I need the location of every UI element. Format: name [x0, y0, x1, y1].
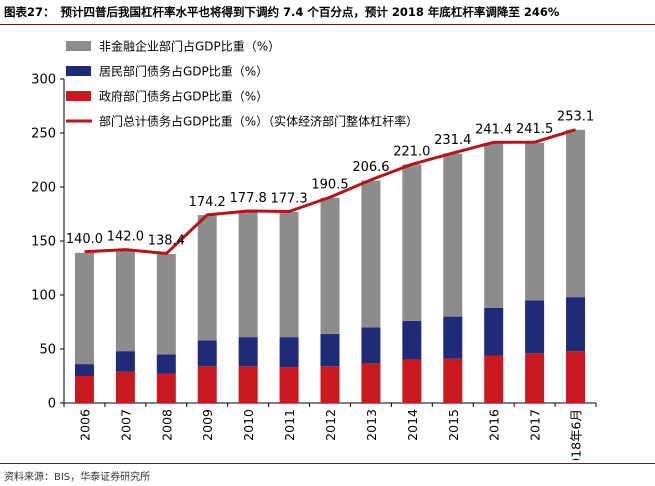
figure-caption: 图表27： 预计四普后我国杠杆率水平也将得到下调约 7.4 个百分点，预计 201… [4, 2, 651, 22]
bar-government [484, 355, 504, 403]
bar-government [115, 371, 135, 403]
legend-swatch-nonfinancial [66, 41, 91, 51]
legend-swatch-government [66, 91, 91, 101]
bar-household [443, 316, 463, 359]
bar-household [197, 340, 217, 367]
x-tick-label: 2008 [159, 409, 174, 441]
data-label: 231.4 [434, 133, 471, 148]
legend-label: 部门总计债务占GDP比重（%）（实体经济部门整体杠杆率） [99, 114, 418, 129]
data-label: 206.6 [352, 160, 389, 175]
data-label: 174.2 [189, 195, 226, 210]
bar-government [74, 376, 94, 403]
bar-government [525, 353, 545, 403]
figure-label: 图表27： [4, 5, 55, 19]
data-label: 253.1 [557, 110, 594, 125]
figure-title: 预计四普后我国杠杆率水平也将得到下调约 7.4 个百分点，预计 2018 年底杠… [60, 5, 560, 19]
x-tick-label: 2012 [323, 409, 338, 441]
data-label: 177.3 [270, 192, 307, 207]
y-tick-label: 200 [31, 181, 56, 196]
x-tick-label: 2006 [77, 409, 92, 441]
source-rule [0, 463, 655, 464]
caption-rule [0, 24, 655, 25]
bar-nonfinancial [361, 180, 381, 328]
bar-government [238, 366, 258, 403]
x-tick-label: 2014 [405, 409, 420, 441]
legend-label: 非金融企业部门占GDP比重（%） [99, 39, 280, 54]
bar-government [197, 366, 217, 403]
bar-nonfinancial [279, 211, 299, 338]
y-tick-label: 0 [48, 397, 56, 412]
x-tick-label: 2011 [282, 409, 297, 441]
bar-nonfinancial [115, 250, 135, 352]
y-tick-label: 100 [31, 289, 56, 304]
bar-government [443, 358, 463, 403]
bar-household [402, 320, 422, 360]
total-line-series [84, 128, 576, 256]
chart-axes: 0 50 100 150 200 250 300 2006 2007 2008 2009 2010 20… [31, 73, 597, 460]
bar-household [238, 337, 258, 367]
data-label: 177.8 [230, 191, 267, 206]
bar-nonfinancial [74, 252, 94, 365]
bar-household [525, 300, 545, 354]
chart-legend: 非金融企业部门占GDP比重（%） 居民部门债务占GDP比重（%） 政府部门债务占GD… [66, 39, 418, 129]
x-tick-label: 2015 [446, 409, 461, 441]
y-tick-label: 150 [31, 235, 56, 250]
bar-nonfinancial [525, 142, 545, 301]
data-label: 241.4 [475, 122, 512, 137]
bar-government [402, 359, 422, 403]
source-note: 资料来源：BIS，华泰证券研究所 [4, 472, 151, 483]
bar-government [320, 366, 340, 403]
bar-nonfinancial [156, 253, 176, 355]
x-tick-label: 2010 [241, 409, 256, 441]
data-label: 221.0 [393, 144, 430, 159]
x-tick-label: 2018年6月 [569, 409, 584, 460]
data-label: 190.5 [311, 177, 348, 192]
bar-nonfinancial [320, 197, 340, 334]
y-tick-label: 300 [31, 73, 56, 88]
bar-series [74, 129, 586, 403]
x-tick-label: 2007 [118, 409, 133, 441]
bar-nonfinancial [197, 215, 217, 341]
bar-household [566, 297, 586, 352]
bar-government [566, 351, 586, 403]
data-label: 138.4 [148, 234, 185, 249]
bar-government [156, 373, 176, 403]
data-labels: 140.0 142.0 138.4 174.2 177.8 177.3 190.5 206.6… [66, 110, 594, 249]
bar-household [361, 327, 381, 364]
bar-nonfinancial [443, 153, 463, 317]
total-line [84, 128, 576, 256]
data-label: 140.0 [66, 232, 103, 247]
x-tick-label: 2013 [364, 409, 379, 441]
bar-household [115, 351, 135, 372]
legend-swatch-household [66, 66, 91, 76]
bar-nonfinancial [402, 164, 422, 321]
x-tick-label: 2009 [200, 409, 215, 441]
legend-label: 政府部门债务占GDP比重（%） [99, 89, 268, 104]
bar-government [279, 367, 299, 403]
bar-household [279, 337, 299, 368]
x-tick-label: 2017 [528, 409, 543, 441]
bar-household [484, 307, 504, 356]
x-tick-label: 2016 [487, 409, 502, 441]
bar-household [74, 364, 94, 376]
y-tick-label: 250 [31, 127, 56, 142]
bar-nonfinancial [566, 129, 586, 298]
data-label: 142.0 [107, 230, 144, 245]
bar-nonfinancial [484, 142, 504, 308]
bar-household [320, 333, 340, 367]
data-label: 241.5 [516, 122, 553, 137]
y-tick-label: 50 [39, 343, 56, 358]
bar-nonfinancial [238, 210, 258, 338]
bar-household [156, 354, 176, 374]
bar-government [361, 363, 381, 403]
stacked-bar-chart: 0 50 100 150 200 250 300 2006 2007 2008 2009 2010 20… [31, 39, 597, 460]
legend-label: 居民部门债务占GDP比重（%） [99, 64, 268, 79]
